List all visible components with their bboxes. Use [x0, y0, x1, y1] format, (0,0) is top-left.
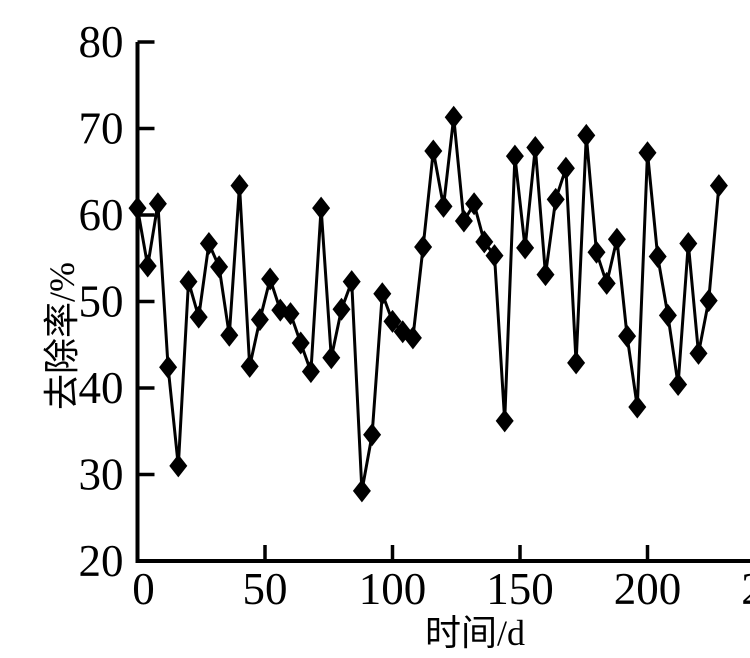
x-tick-label: 250 [741, 564, 750, 614]
data-point-marker [557, 157, 575, 180]
data-point-marker [669, 373, 687, 396]
data-point-marker [159, 356, 177, 379]
data-point-marker [241, 355, 259, 378]
data-point-marker [343, 270, 361, 293]
y-tick-label: 20 [79, 536, 124, 586]
data-point-marker [577, 124, 595, 147]
data-point-marker [690, 342, 708, 365]
data-point-marker [608, 228, 626, 251]
data-point-marker [333, 298, 351, 321]
data-point-marker [639, 141, 657, 164]
removal-rate-line-chart: 20 30 40 50 60 70 80 0 50 100 150 200 250 去除率/% 时间/d [40, 16, 750, 658]
data-point-marker [149, 192, 167, 215]
x-tick-label: 150 [486, 564, 554, 614]
data-point-marker [424, 139, 442, 162]
data-point-marker [445, 106, 463, 129]
data-point-marker [180, 270, 198, 293]
data-point-marker [700, 289, 718, 312]
x-tick-label: 100 [359, 564, 427, 614]
series-line [138, 117, 719, 491]
data-point-marker [537, 263, 555, 286]
data-point-marker [628, 396, 646, 419]
data-point-marker [526, 136, 544, 159]
y-tick-label: 70 [79, 104, 124, 154]
data-point-marker [302, 360, 320, 383]
axes [138, 42, 750, 561]
data-point-marker [322, 346, 340, 369]
data-point-marker [679, 232, 697, 255]
data-point-marker [373, 282, 391, 305]
data-point-marker [547, 188, 565, 211]
data-point-marker [200, 232, 218, 255]
data-point-marker [588, 241, 606, 264]
data-point-marker [659, 304, 677, 327]
data-series [129, 106, 728, 503]
data-point-marker [363, 423, 381, 446]
data-point-marker [414, 236, 432, 259]
data-point-marker [353, 479, 371, 502]
data-point-marker [567, 351, 585, 374]
data-point-marker [261, 268, 279, 291]
data-point-marker [598, 272, 616, 295]
data-point-marker [516, 236, 534, 259]
data-point-marker [231, 174, 249, 197]
data-point-marker [435, 195, 453, 218]
y-axis-label: 去除率/% [42, 262, 82, 410]
data-point-marker [220, 324, 238, 347]
axis-line [138, 42, 750, 561]
data-point-marker [210, 255, 228, 278]
y-tick-label: 80 [79, 17, 124, 67]
x-axis-label: 时间/d [425, 613, 525, 653]
tick-marks [138, 42, 750, 561]
y-tick-label: 50 [79, 277, 124, 327]
data-point-marker [506, 145, 524, 168]
data-point-marker [710, 174, 728, 197]
x-tick-label: 0 [132, 564, 155, 614]
data-point-marker [649, 245, 667, 268]
y-tick-label: 40 [79, 363, 124, 413]
y-tick-label: 30 [79, 450, 124, 500]
data-point-marker [618, 325, 636, 348]
data-point-marker [292, 332, 310, 355]
x-tick-label: 200 [614, 564, 682, 614]
x-tick-label: 50 [243, 564, 288, 614]
data-point-marker [169, 454, 187, 477]
data-point-marker [139, 255, 157, 278]
y-tick-label: 60 [79, 190, 124, 240]
data-point-marker [496, 409, 514, 432]
removal-rate-chart-figure: 20 30 40 50 60 70 80 0 50 100 150 200 250 去除率/% 时间/d [40, 16, 750, 658]
data-point-marker [190, 306, 208, 329]
data-point-marker [312, 197, 330, 220]
data-point-marker [251, 308, 269, 331]
